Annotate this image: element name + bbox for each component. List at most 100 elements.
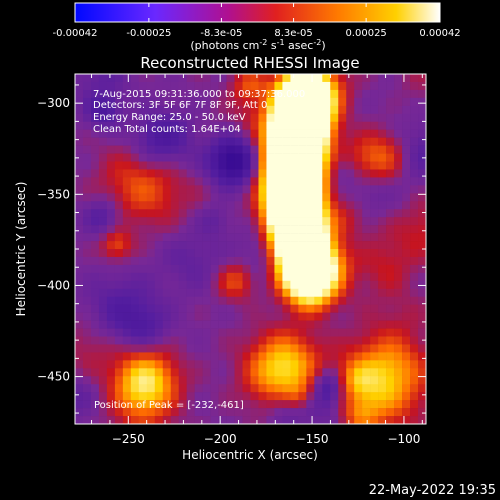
heatmap-cell — [218, 264, 227, 274]
heatmap-cell — [82, 288, 92, 298]
heatmap-cell — [154, 81, 164, 91]
heatmap-cell — [138, 400, 148, 409]
heatmap-cell — [274, 113, 283, 123]
heatmap-cell — [250, 264, 259, 274]
heatmap-cell — [234, 280, 243, 290]
heatmap-cell — [162, 304, 172, 313]
heatmap-cell — [250, 288, 259, 298]
heatmap-cell — [266, 352, 275, 361]
heatmap-cell — [266, 105, 275, 115]
heatmap-cell — [75, 89, 84, 99]
heatmap-cell — [298, 352, 307, 361]
heatmap-cell — [338, 201, 347, 210]
heatmap-cell — [178, 74, 187, 83]
heatmap-cell — [418, 312, 426, 321]
heatmap-cell — [194, 241, 203, 250]
heatmap-cell — [354, 400, 363, 409]
heatmap-cell — [82, 392, 92, 401]
heatmap-cell — [146, 400, 156, 409]
heatmap-cell — [90, 209, 100, 218]
heatmap-cell — [186, 169, 195, 178]
heatmap-cell — [170, 113, 180, 123]
heatmap-cell — [130, 352, 140, 361]
heatmap-cell — [106, 89, 116, 99]
heatmap-cell — [162, 121, 172, 130]
heatmap-cell — [314, 74, 323, 83]
heatmap-cell — [170, 81, 180, 91]
heatmap-cell — [402, 193, 411, 202]
heatmap-cell — [130, 368, 140, 377]
heatmap-cell — [410, 272, 419, 282]
heatmap-cell — [210, 193, 219, 202]
heatmap-cell — [146, 81, 156, 91]
heatmap-cell — [75, 344, 84, 353]
heatmap-cell — [378, 81, 387, 91]
heatmap-cell — [130, 217, 140, 226]
heatmap-cell — [330, 320, 339, 329]
heatmap-cell — [362, 137, 371, 146]
heatmap-cell — [338, 233, 347, 242]
heatmap-cell — [202, 97, 211, 107]
heatmap-cell — [98, 416, 108, 424]
heatmap-cell — [322, 81, 331, 91]
heatmap-cell — [306, 241, 315, 250]
heatmap-cell — [162, 201, 172, 210]
heatmap-cell — [218, 233, 227, 242]
heatmap-cell — [418, 105, 426, 115]
heatmap-cell — [266, 376, 275, 385]
heatmap-cell — [402, 352, 411, 361]
heatmap-cell — [130, 320, 140, 329]
heatmap-cell — [170, 304, 180, 313]
heatmap-cell — [130, 81, 140, 91]
heatmap-cell — [194, 105, 203, 115]
heatmap-cell — [346, 392, 355, 401]
heatmap-cell — [210, 368, 219, 377]
heatmap-cell — [354, 74, 363, 83]
heatmap-cell — [202, 392, 211, 401]
heatmap-cell — [194, 312, 203, 321]
heatmap-cell — [106, 288, 116, 298]
heatmap-cell — [90, 336, 100, 345]
heatmap-cell — [306, 209, 315, 218]
heatmap-cell — [314, 177, 323, 186]
heatmap-cell — [274, 336, 283, 345]
heatmap-cell — [330, 201, 339, 210]
heatmap-cell — [370, 153, 379, 162]
heatmap-cell — [370, 217, 379, 226]
heatmap-cell — [378, 177, 387, 186]
heatmap-cell — [210, 153, 219, 162]
heatmap-cell — [106, 256, 116, 266]
heatmap-cell — [402, 241, 411, 250]
heatmap-cell — [138, 280, 148, 290]
heatmap-cell — [410, 408, 419, 417]
heatmap-cell — [330, 177, 339, 186]
heatmap-cell — [250, 193, 259, 202]
heatmap-cell — [346, 193, 355, 202]
heatmap-cell — [314, 241, 323, 250]
heatmap-cell — [106, 129, 116, 138]
heatmap-cell — [82, 89, 92, 99]
heatmap-cell — [146, 113, 156, 123]
heatmap-cell — [130, 256, 140, 266]
heatmap-cell — [410, 264, 419, 274]
heatmap-cell — [90, 320, 100, 329]
heatmap-cell — [170, 201, 180, 210]
heatmap-cell — [82, 416, 92, 424]
heatmap-cell — [394, 137, 403, 146]
heatmap-cell — [298, 336, 307, 345]
heatmap-cell — [386, 97, 395, 107]
heatmap-cell — [314, 225, 323, 234]
heatmap-cell — [258, 233, 267, 242]
heatmap-cell — [90, 344, 100, 353]
heatmap-cell — [402, 89, 411, 99]
heatmap-cell — [186, 161, 195, 170]
heatmap-cell — [75, 384, 84, 393]
heatmap-cell — [258, 185, 267, 194]
heatmap-cell — [170, 296, 180, 305]
colorbar-ticks: -0.00042 -0.00025 -8.3e-05 8.3e-05 0.00025 0.… — [53, 3, 461, 39]
heatmap-cell — [402, 312, 411, 321]
heatmap-cell — [410, 392, 419, 401]
heatmap-cell — [362, 161, 371, 170]
heatmap-cell — [410, 368, 419, 377]
heatmap-cell — [410, 89, 419, 99]
